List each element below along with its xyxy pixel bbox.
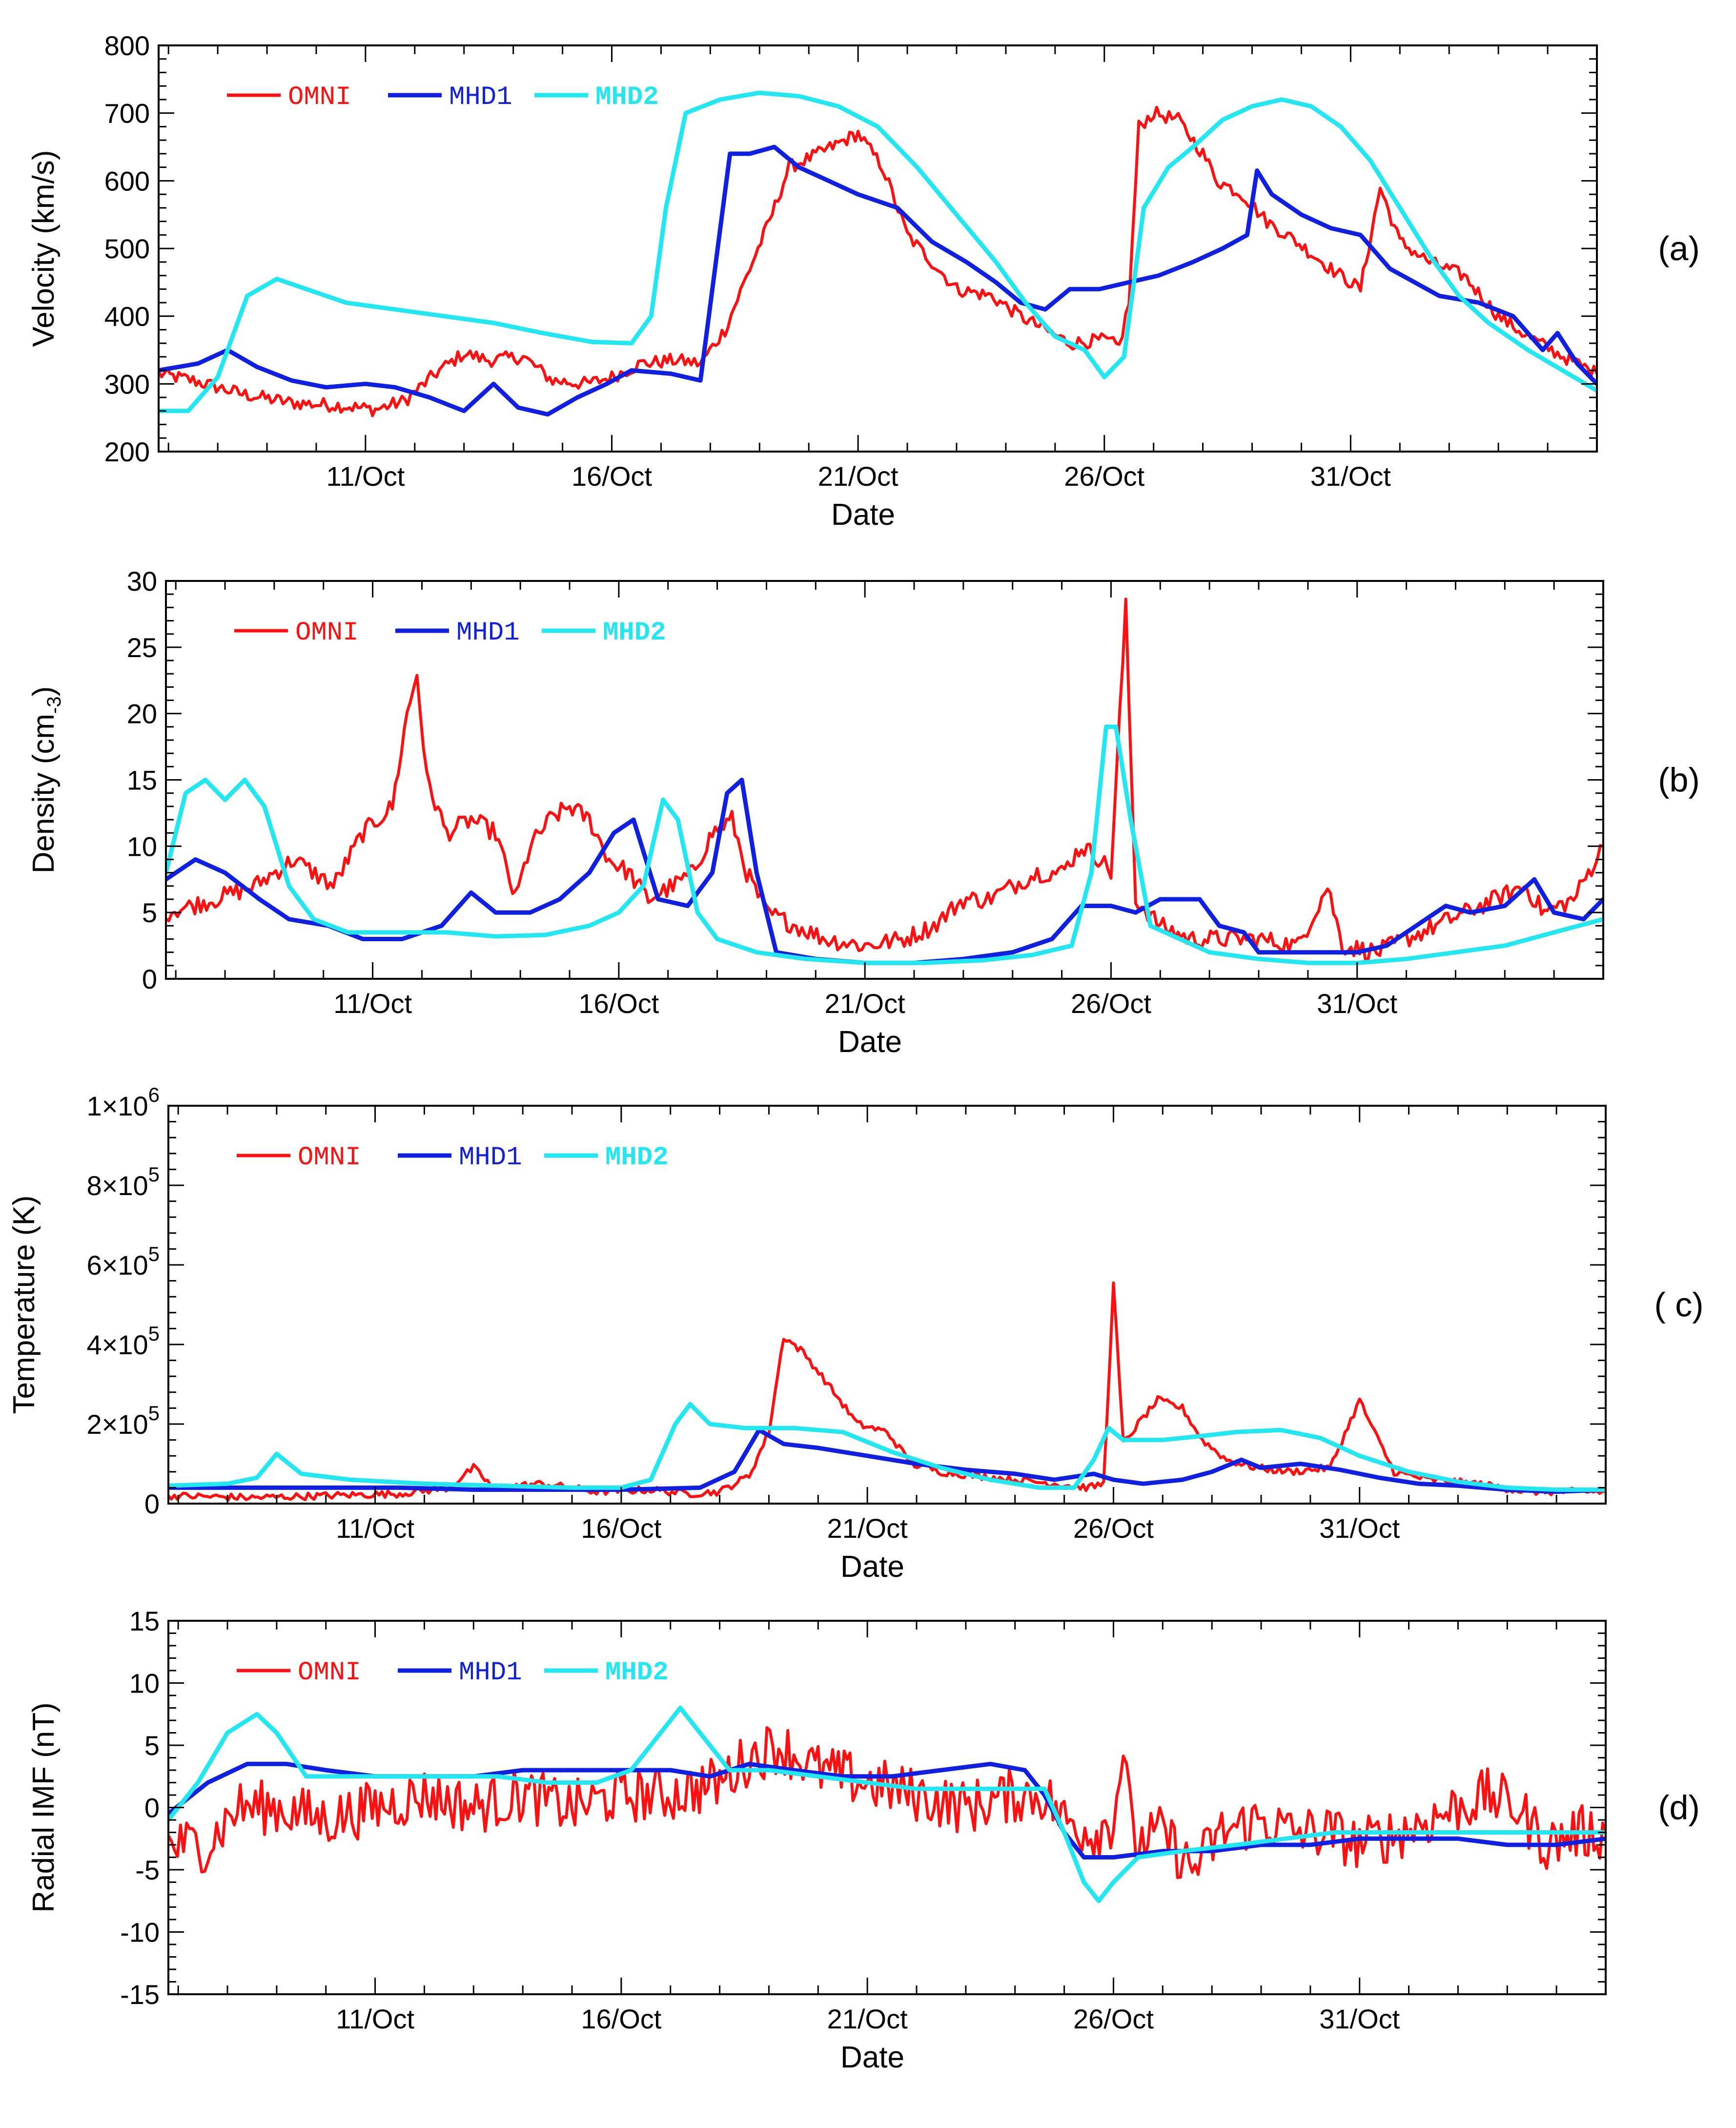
y-axis-title: Temperature (K) (7, 1196, 41, 1414)
series-line-omni (166, 598, 1603, 961)
y-tick-label: 5 (144, 1730, 160, 1761)
y-tick-label: 6×105 (87, 1242, 160, 1281)
x-axis-title: Date (831, 498, 895, 532)
legend-label-omni: OMNI (298, 1143, 361, 1173)
panel-b: 11/Oct 16/Oct 21/Oct 26/Oct 31/Oct 0 5 10 15 20 25… (27, 566, 1700, 1059)
y-tick-label: -15 (120, 1979, 160, 2010)
series-line-mhd1 (168, 1427, 1606, 1494)
x-tick-label: 21/Oct (818, 461, 899, 492)
y-tick-label: 0 (144, 1488, 160, 1519)
y-tick-label: 0 (144, 1793, 160, 1823)
legend-label-mhd2: MHD2 (603, 618, 666, 648)
x-tick-label: 16/Oct (581, 1513, 661, 1544)
y-tick-label: 0 (142, 964, 157, 994)
x-tick-label: 31/Oct (1317, 988, 1397, 1019)
x-axis-title: Date (840, 2041, 904, 2074)
panel-d: 11/Oct 16/Oct 21/Oct 26/Oct 31/Oct -15 -10 -5 0 5… (27, 1606, 1700, 2074)
x-tick-label: 26/Oct (1073, 2004, 1154, 2034)
y-tick-label: 5 (142, 897, 157, 928)
panel-label: (b) (1658, 761, 1700, 799)
y-tick-label: 2×105 (87, 1402, 160, 1440)
x-tick-label: 16/Oct (572, 461, 652, 492)
y-axis-title: Velocity (km/s) (27, 150, 61, 347)
panel-label: ( c) (1654, 1286, 1703, 1324)
plot-frame (167, 1105, 1607, 1505)
x-tick-label: 26/Oct (1071, 988, 1151, 1019)
y-tick-label: 600 (104, 165, 150, 196)
panel-a: 11/Oct 16/Oct 21/Oct 26/Oct 31/Oct 200 300 400 5… (27, 30, 1700, 532)
y-tick-label: 15 (127, 765, 157, 796)
y-tick-label: 10 (127, 831, 157, 862)
series-line-mhd1 (159, 145, 1597, 417)
series-line-omni (159, 105, 1597, 417)
y-tick-label: 1×106 (87, 1083, 160, 1121)
x-tick-label: 21/Oct (827, 2004, 908, 2034)
y-tick-label: -5 (135, 1855, 160, 1885)
y-tick-label: 700 (104, 98, 150, 129)
legend-label-mhd2: MHD2 (595, 83, 659, 112)
panel-c: 11/Oct 16/Oct 21/Oct 26/Oct 31/Oct 0 2×105 4×10… (7, 1083, 1704, 1584)
y-tick-label: 500 (104, 233, 150, 264)
y-tick-label: 30 (127, 566, 157, 597)
panel-label: (a) (1658, 229, 1700, 268)
plot-frame (165, 580, 1604, 980)
x-tick-label: 26/Oct (1064, 461, 1144, 492)
y-tick-label: 20 (127, 699, 157, 729)
plot-frame (158, 44, 1598, 453)
panel-label: (d) (1658, 1789, 1700, 1827)
legend-label-mhd1: MHD1 (459, 1143, 522, 1173)
y-tick-label: 400 (104, 301, 150, 332)
y-tick-label: 8×105 (87, 1163, 160, 1201)
x-tick-label: 11/Oct (333, 988, 412, 1019)
x-tick-label: 16/Oct (581, 2004, 661, 2034)
x-tick-label: 11/Oct (326, 461, 405, 492)
y-tick-label: 300 (104, 369, 150, 399)
series-line-mhd2 (168, 1706, 1606, 1903)
legend-label-omni: OMNI (295, 618, 359, 648)
x-tick-label: 21/Oct (825, 988, 905, 1019)
x-tick-label: 11/Oct (336, 1513, 414, 1544)
y-tick-label: -10 (120, 1917, 160, 1948)
series-line-omni (168, 1281, 1606, 1502)
legend-label-mhd2: MHD2 (605, 1143, 669, 1173)
legend-label-omni: OMNI (288, 83, 351, 112)
x-tick-label: 31/Oct (1310, 461, 1391, 492)
y-tick-label: 10 (129, 1668, 160, 1699)
legend-label-mhd1: MHD1 (449, 83, 512, 112)
series-line-omni (168, 1726, 1606, 1879)
legend-label-omni: OMNI (298, 1658, 361, 1688)
x-tick-label: 11/Oct (336, 2004, 414, 2034)
series-line-mhd2 (159, 90, 1597, 413)
y-axis-title: Radial IMF (nT) (27, 1702, 61, 1913)
x-tick-label: 16/Oct (578, 988, 659, 1019)
legend-label-mhd2: MHD2 (605, 1658, 669, 1688)
series-line-mhd2 (168, 1402, 1606, 1492)
y-tick-label: 25 (127, 632, 157, 663)
x-tick-label: 21/Oct (827, 1513, 908, 1544)
x-tick-label: 31/Oct (1319, 2004, 1400, 2034)
legend-label-mhd1: MHD1 (456, 618, 520, 648)
y-axis-title: Density (cm-3) (27, 686, 65, 874)
x-tick-label: 26/Oct (1073, 1513, 1154, 1544)
x-axis-title: Date (840, 1550, 904, 1584)
y-tick-label: 4×105 (87, 1322, 160, 1360)
x-tick-label: 31/Oct (1319, 1513, 1400, 1544)
legend-label-mhd1: MHD1 (459, 1658, 522, 1688)
y-tick-label: 15 (129, 1606, 160, 1636)
y-tick-label: 800 (104, 30, 150, 61)
x-axis-title: Date (838, 1025, 902, 1059)
series-line-mhd2 (166, 724, 1603, 965)
y-tick-label: 200 (104, 436, 150, 467)
